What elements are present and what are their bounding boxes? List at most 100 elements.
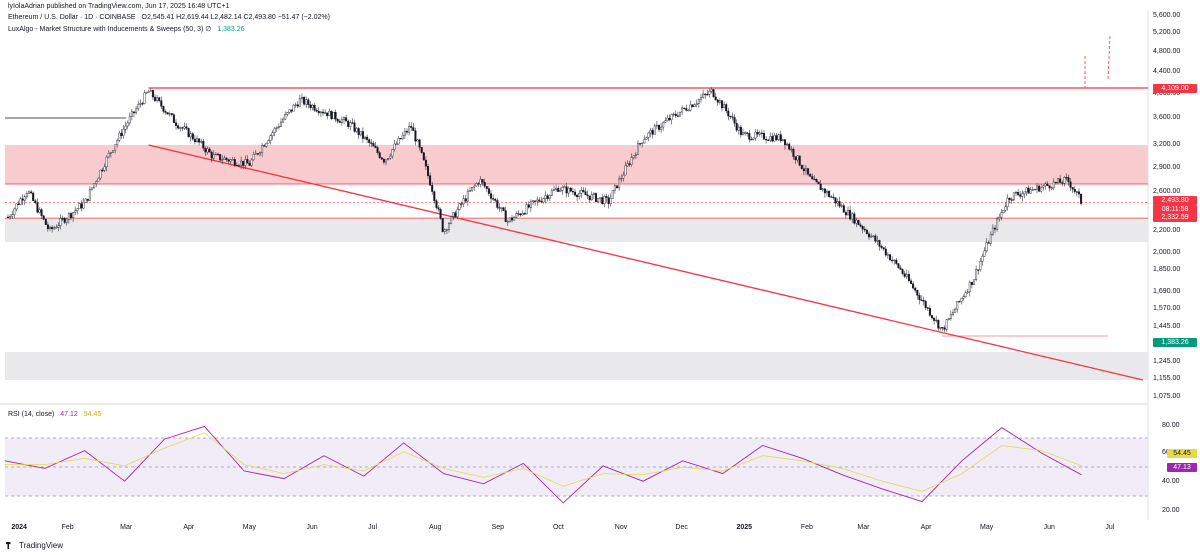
candle	[229, 158, 232, 164]
candle	[445, 228, 448, 234]
candle	[700, 93, 703, 103]
candle	[876, 235, 879, 245]
price-tag[interactable]: 1,383.26	[1153, 338, 1197, 347]
date-tick-label: Jun	[306, 524, 318, 531]
candle	[790, 146, 793, 153]
rsi-value-tag[interactable]: 47.13	[1167, 463, 1197, 472]
candle	[469, 186, 472, 192]
candle	[985, 237, 988, 253]
candle	[882, 247, 885, 251]
rsi-value-tag[interactable]: 54.45	[1167, 449, 1197, 458]
candle	[981, 253, 984, 266]
candle	[216, 152, 219, 156]
candle	[548, 194, 551, 202]
candle	[387, 157, 390, 161]
candle	[265, 142, 268, 148]
candle	[343, 116, 346, 124]
candle	[57, 222, 60, 232]
price-tag[interactable]: 08:11:58	[1153, 205, 1197, 215]
candle	[796, 155, 799, 163]
price-tick-label: 5,600.00	[1153, 12, 1181, 19]
candle	[584, 187, 587, 196]
candle	[859, 222, 862, 228]
indicator-label[interactable]: LuxAlgo - Market Structure with Induceme…	[8, 26, 212, 33]
tradingview-logo[interactable]: TradingView	[6, 541, 63, 550]
candle	[187, 127, 190, 138]
rsi-ma-line[interactable]	[5, 432, 1082, 492]
candle	[1021, 190, 1024, 202]
candle	[626, 160, 629, 167]
candle	[975, 265, 978, 282]
candle	[86, 198, 89, 204]
candle	[460, 201, 463, 208]
candle	[723, 101, 726, 109]
candle	[242, 160, 245, 170]
candle	[874, 233, 877, 244]
candle	[338, 118, 341, 123]
date-tick-label: Aug	[428, 524, 442, 531]
price-tag[interactable]: 2,493.80	[1153, 196, 1197, 206]
candle	[53, 225, 56, 231]
rsi-label[interactable]: RSI (14, close)	[8, 411, 55, 418]
price-tick-label: 4,800.00	[1153, 48, 1181, 55]
candle	[32, 191, 35, 202]
candle	[668, 114, 671, 122]
candle	[666, 114, 669, 122]
candle	[76, 208, 79, 215]
candle	[731, 112, 734, 121]
trendline[interactable]	[148, 144, 1144, 381]
candle	[397, 135, 400, 146]
candle	[443, 228, 446, 235]
candle	[1080, 193, 1083, 206]
candle	[588, 195, 591, 203]
date-tick-label: Mar	[120, 524, 133, 531]
candle	[353, 119, 356, 133]
candle	[506, 219, 509, 226]
candle	[254, 150, 257, 155]
candle	[1059, 174, 1062, 183]
candle	[294, 102, 297, 108]
candle	[118, 130, 121, 143]
price-tag[interactable]: 2,332.59	[1153, 213, 1197, 223]
candle	[603, 194, 606, 208]
candle	[51, 225, 54, 233]
candle	[502, 206, 505, 212]
candle	[605, 193, 608, 202]
candle	[179, 126, 182, 132]
date-tick-label: 2025	[736, 524, 753, 531]
rsi-line[interactable]	[4, 425, 1082, 504]
candle	[378, 150, 381, 159]
candle	[359, 131, 362, 137]
date-tick-label: Jul	[368, 524, 378, 531]
candle	[578, 189, 581, 200]
candle	[296, 101, 299, 109]
candle	[569, 187, 572, 193]
candle	[725, 102, 728, 114]
candle	[836, 198, 839, 207]
symbol-label[interactable]: Ethereum / U.S. Dollar · 1D · COINBASE	[8, 14, 136, 21]
candle	[687, 108, 690, 112]
candle	[399, 137, 402, 140]
candle	[910, 278, 913, 285]
candle	[227, 158, 230, 164]
candle	[540, 197, 543, 204]
candle	[204, 146, 207, 156]
candle	[949, 310, 952, 321]
candle	[544, 191, 547, 204]
candle	[521, 210, 524, 216]
price-tag[interactable]: 4,109.00	[1153, 84, 1197, 93]
candle	[809, 173, 812, 177]
candle	[214, 152, 217, 156]
candle	[542, 197, 545, 204]
candle	[40, 207, 43, 220]
candle	[970, 281, 973, 289]
candle	[527, 201, 530, 209]
candle	[750, 136, 753, 141]
candle	[842, 203, 845, 213]
date-tick-label: Jun	[1043, 524, 1055, 531]
candle	[849, 205, 852, 221]
candle	[861, 225, 864, 234]
candle	[649, 127, 652, 138]
candle	[17, 200, 20, 206]
